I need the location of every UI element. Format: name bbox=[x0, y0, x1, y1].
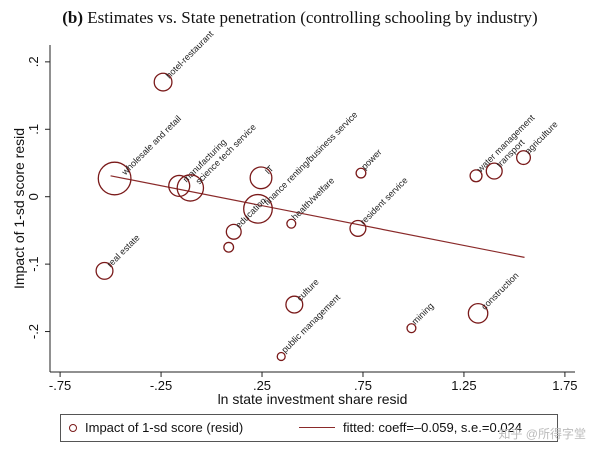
legend-circle-icon bbox=[69, 423, 77, 432]
x-tick-label: -.75 bbox=[49, 378, 71, 393]
y-tick-label: 0 bbox=[26, 193, 41, 200]
x-tick-label: -.25 bbox=[150, 378, 172, 393]
legend-item-marker: Impact of 1-sd score (resid) bbox=[69, 420, 243, 435]
data-point bbox=[516, 150, 532, 166]
point-label: construction bbox=[479, 270, 520, 311]
data-point bbox=[97, 161, 132, 196]
point-label: IT bbox=[263, 163, 276, 176]
data-point bbox=[485, 162, 503, 180]
point-label: mining bbox=[410, 301, 436, 327]
point-label: public management bbox=[280, 292, 343, 355]
legend: Impact of 1-sd score (resid) fitted: coe… bbox=[60, 414, 558, 442]
data-point bbox=[95, 261, 114, 280]
y-tick-label: -.2 bbox=[26, 324, 41, 339]
data-point bbox=[223, 241, 235, 253]
title-text: Estimates vs. State penetration (control… bbox=[87, 8, 538, 27]
legend-line-icon bbox=[299, 427, 335, 428]
watermark: 知乎 @所得字堂 bbox=[498, 427, 586, 441]
data-point bbox=[176, 174, 205, 202]
data-point bbox=[406, 323, 417, 334]
chart-title: (b) Estimates vs. State penetration (con… bbox=[0, 8, 600, 28]
x-tick-label: 1.75 bbox=[552, 378, 577, 393]
legend-label-marker: Impact of 1-sd score (resid) bbox=[85, 420, 244, 435]
data-point bbox=[355, 167, 367, 179]
data-point bbox=[276, 351, 286, 362]
point-label: power bbox=[359, 147, 383, 171]
data-point bbox=[286, 218, 297, 229]
data-point bbox=[469, 169, 483, 183]
point-label: hotel-restaurant bbox=[164, 28, 216, 80]
y-axis-label: Impact of 1-sd score resid bbox=[11, 128, 27, 289]
data-point bbox=[249, 166, 273, 190]
data-point bbox=[168, 174, 191, 198]
point-label: resident service bbox=[358, 175, 410, 227]
x-axis-label: ln state investment share resid bbox=[218, 391, 408, 407]
data-point bbox=[285, 295, 304, 314]
point-label: health/welfare bbox=[290, 175, 337, 222]
fitted-line bbox=[110, 175, 525, 258]
data-point bbox=[225, 223, 242, 240]
legend-label-line: fitted: coeff=–0.059, s.e.=0.024 bbox=[343, 420, 523, 435]
point-label: culture bbox=[295, 277, 321, 303]
data-point bbox=[349, 219, 367, 237]
data-point bbox=[243, 193, 273, 224]
panel-label: (b) bbox=[62, 8, 84, 27]
data-point bbox=[153, 72, 173, 92]
point-label: wholesale and retail bbox=[119, 114, 183, 178]
data-point bbox=[467, 302, 489, 324]
x-tick-label: .75 bbox=[354, 378, 372, 393]
y-tick-label: .2 bbox=[26, 56, 41, 67]
x-tick-label: 1.25 bbox=[451, 378, 476, 393]
point-label: real estate bbox=[105, 232, 142, 269]
legend-item-line: fitted: coeff=–0.059, s.e.=0.024 bbox=[299, 420, 522, 435]
y-tick-label: .1 bbox=[26, 124, 41, 135]
y-tick-label: -.1 bbox=[26, 257, 41, 272]
x-tick-label: .25 bbox=[253, 378, 271, 393]
